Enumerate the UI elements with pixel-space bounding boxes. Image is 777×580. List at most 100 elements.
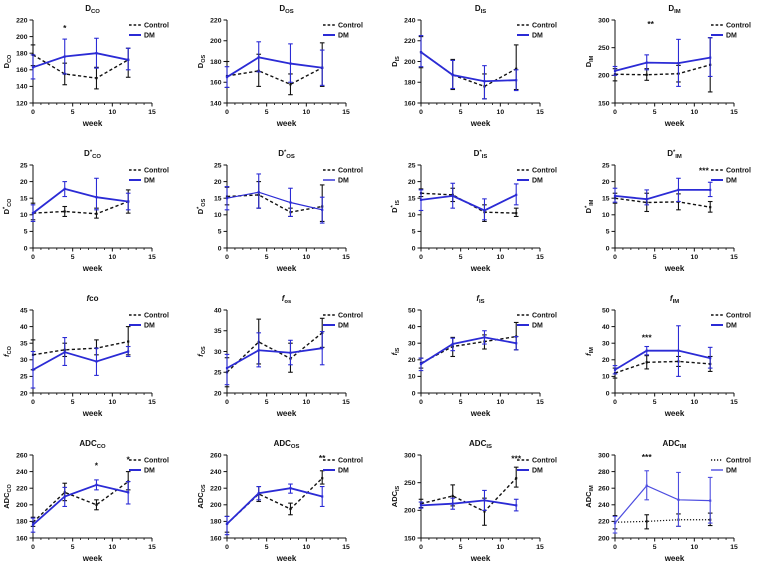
y-axis: 0 5 10 15 20 25 [214,162,227,252]
chart-panel-f_IM: fIM 0 10 20 30 40 50 0 5 10 15 week fIM *** Control DM [584,294,751,418]
y-tick-label: 20 [20,179,28,186]
y-tick-label: 20 [602,357,610,364]
data-point [127,200,130,203]
y-axis-label: DIM [584,55,595,67]
error-bar [256,173,262,209]
legend-label-DM: DM [144,32,155,39]
series-line [32,340,129,356]
legend-label-DM: DM [144,467,155,474]
chart-panel-ADC_OS: ADCOS 160 180 200 220 240 260 0 5 10 15 week ADCOS **… [196,439,363,563]
x-tick-label: 5 [459,109,463,116]
data-point [31,66,35,69]
chart-panel-f_IS: fIS 0 10 20 30 40 50 0 5 10 15 week fIS Control DM [390,294,557,418]
y-axis: 20 25 30 35 40 [214,307,227,397]
data-point [321,208,324,211]
y-tick-label: 10 [408,374,416,381]
series-DM [418,35,519,100]
chart-panel-f_CO: fco 20 25 30 35 40 45 0 5 10 15 week fCO Control DM [2,294,169,418]
data-point [419,51,423,54]
data-point [127,58,130,61]
x-tick-label: 10 [109,109,117,116]
panel-title: D*OS [278,149,295,160]
y-tick-label: 20 [602,179,610,186]
y-axis: 150 200 250 300 [404,452,421,542]
y-tick-label: 25 [408,162,416,169]
data-point [645,198,648,201]
y-tick-label: 200 [210,502,222,509]
y-tick-label: 45 [20,307,28,314]
panel-title: D*IS [474,149,488,160]
y-tick-label: 200 [598,535,610,542]
data-point [419,198,423,201]
series-DM [612,177,713,206]
x-tick-label: 15 [148,254,156,261]
y-tick-label: 15 [214,196,222,203]
legend: Control DM [129,167,169,184]
legend-label-DM: DM [338,467,349,474]
legend: Control DM [129,22,169,39]
legend-label-Control: Control [338,312,363,319]
panel-title: D*IM [667,149,682,160]
legend: Control DM [323,457,363,474]
legend-label-DM: DM [532,32,543,39]
x-tick-label: 10 [303,399,311,406]
y-tick-label: 0 [606,390,610,397]
series-DM [224,41,325,88]
x-axis-label: week [82,264,103,273]
data-point [645,73,648,76]
series-DM [612,37,713,87]
series-line [420,51,517,83]
axes [420,310,540,394]
y-tick-label: 40 [214,307,222,314]
series-line [420,499,517,507]
series-DM [30,479,131,533]
axes [614,310,734,394]
y-axis: 160 180 200 220 240 [404,17,421,107]
y-tick-label: 160 [210,535,222,542]
y-tick-label: 180 [404,80,416,87]
y-tick-label: 240 [16,469,28,476]
data-point [63,187,66,191]
x-tick-label: 15 [730,254,738,261]
x-tick-label: 5 [71,254,75,261]
y-tick-label: 10 [214,212,222,219]
axes [420,20,540,104]
legend-label-DM: DM [532,467,543,474]
y-axis-label: fIM [584,347,595,356]
data-point [225,522,229,525]
significance-marker: ** [647,19,654,29]
y-tick-label: 260 [16,452,28,459]
y-tick-label: 200 [16,502,28,509]
x-axis-label: week [276,264,297,273]
x-axis: 0 5 10 15 [225,248,350,261]
panel-title: fos [282,294,292,305]
data-point [289,351,292,354]
data-point [95,212,98,215]
x-axis-label: week [82,409,103,418]
x-axis: 0 5 10 15 [613,393,738,406]
error-bar [224,353,230,386]
x-tick-label: 5 [459,544,463,551]
panel-cell-f_OS: fos 20 25 30 35 40 0 5 10 15 week fOS Control DM [194,290,388,435]
series-DM [224,483,325,536]
x-tick-label: 10 [109,544,117,551]
legend: Control DM [129,312,169,329]
x-tick-label: 15 [342,399,350,406]
series-Control [224,181,325,222]
x-tick-label: 0 [419,544,423,551]
legend-label-DM: DM [726,322,737,329]
series-Control [612,512,713,530]
x-tick-label: 5 [265,399,269,406]
data-point [95,52,98,55]
panel-cell-f_IM: fIM 0 10 20 30 40 50 0 5 10 15 week fIM *** Control DM [582,290,777,435]
panel-cell-D_IM: DIM 150 200 250 300 0 5 10 15 week DIM ** Control DM [582,0,777,145]
series-Control [612,355,713,379]
y-tick-label: 260 [598,486,610,493]
x-axis: 0 5 10 15 [613,538,738,551]
data-point [709,56,712,59]
data-point [451,494,454,498]
data-point [419,362,423,366]
x-axis: 0 5 10 15 [31,103,156,116]
x-tick-label: 15 [148,399,156,406]
